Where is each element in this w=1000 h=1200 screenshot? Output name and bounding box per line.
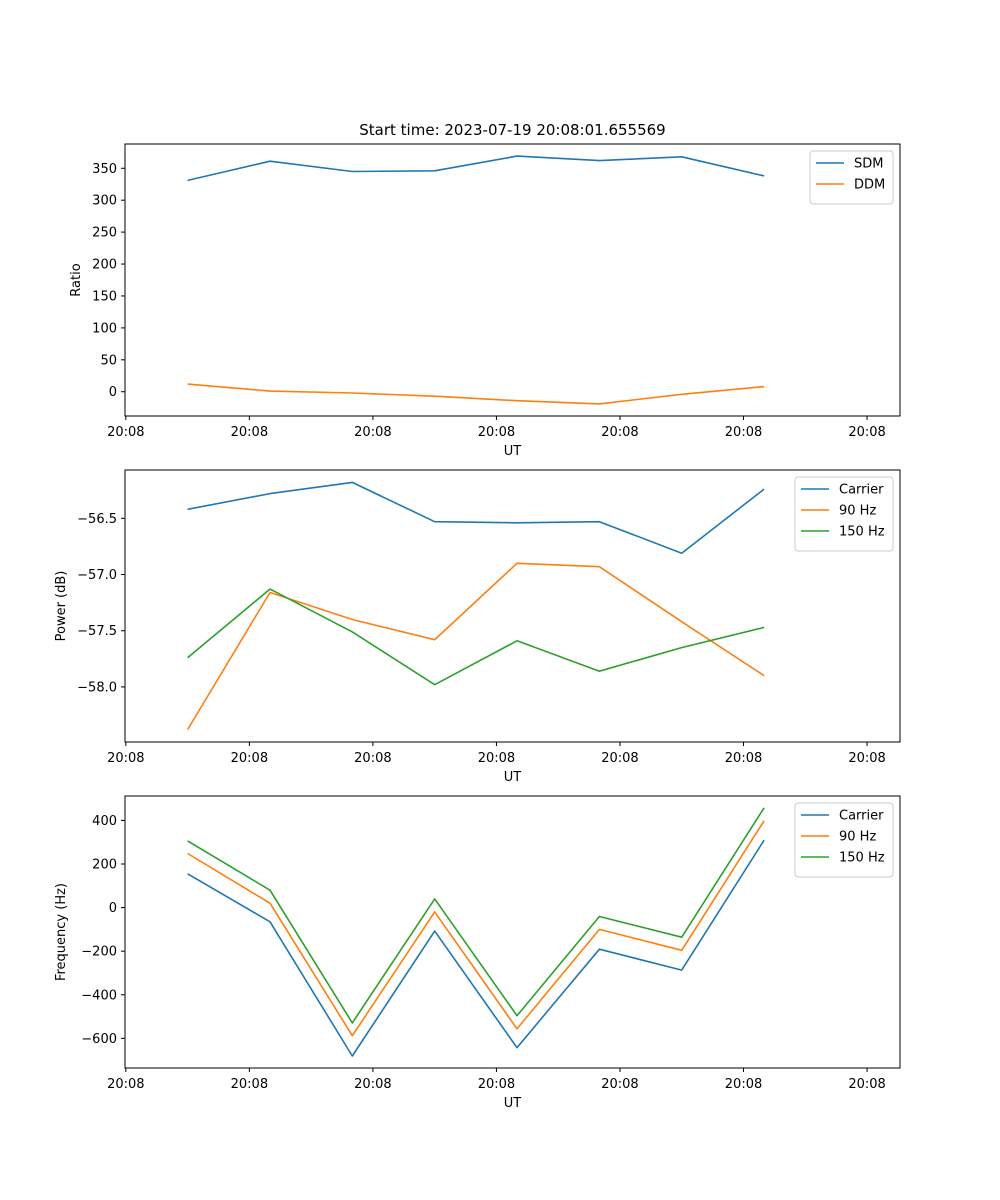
x-tick-label: 20:08 bbox=[601, 1077, 638, 1092]
chart-panel-1: Start time: 2023-07-19 20:08:01.655569 0 5… bbox=[69, 121, 901, 459]
x-tick-label: 20:08 bbox=[601, 751, 638, 766]
series-line-sdm bbox=[187, 155, 765, 182]
y-tick-label: 200 bbox=[92, 858, 117, 873]
x-tick-label: 20:08 bbox=[354, 425, 391, 440]
y-tick-label: 200 bbox=[92, 258, 117, 273]
x-tick-label: 20:08 bbox=[231, 425, 268, 440]
x-axis-label: UT bbox=[504, 770, 522, 785]
y-tick-label: 50 bbox=[100, 353, 117, 368]
x-tick-label: 20:08 bbox=[601, 425, 638, 440]
legend-label-150-hz: 150 Hz bbox=[839, 851, 885, 866]
x-tick-label: 20:08 bbox=[725, 751, 762, 766]
y-tick-label: −57.0 bbox=[77, 568, 117, 583]
y-tick-label: −400 bbox=[81, 988, 117, 1003]
y-axis-label: Frequency (Hz) bbox=[54, 883, 69, 981]
x-tick-label: 20:08 bbox=[848, 751, 885, 766]
y-tick-label: 250 bbox=[92, 226, 117, 241]
y-tick-label: 400 bbox=[92, 814, 117, 829]
legend-label-150-hz: 150 Hz bbox=[839, 525, 885, 540]
legend-label-90-hz: 90 Hz bbox=[839, 504, 876, 519]
series-line-150-hz bbox=[187, 807, 765, 1024]
chart-panel-3: −600 −400 −200 0 200 400 20:08 20:08 20:08 20:08 2… bbox=[54, 795, 901, 1111]
plot-frame bbox=[124, 143, 901, 417]
x-tick-label: 20:08 bbox=[848, 1077, 885, 1092]
legend: Carrier 90 Hz 150 Hz bbox=[794, 476, 894, 552]
legend-label-90-hz: 90 Hz bbox=[839, 830, 876, 845]
y-axis-label: Ratio bbox=[69, 263, 84, 296]
x-tick-label: 20:08 bbox=[354, 751, 391, 766]
x-tick-label: 20:08 bbox=[725, 1077, 762, 1092]
y-tick-label: −58.0 bbox=[77, 680, 117, 695]
y-tick-label: 300 bbox=[92, 194, 117, 209]
series-line-90-hz bbox=[186, 562, 765, 731]
legend-box bbox=[809, 150, 894, 205]
series-line-carrier bbox=[187, 481, 765, 555]
x-tick-label: 20:08 bbox=[231, 1077, 268, 1092]
legend: Carrier 90 Hz 150 Hz bbox=[794, 802, 894, 878]
y-tick-label: −200 bbox=[81, 945, 117, 960]
y-tick-label: −56.5 bbox=[77, 512, 117, 527]
series-line-ddm bbox=[187, 383, 765, 405]
chart-title: Start time: 2023-07-19 20:08:01.655569 bbox=[359, 121, 665, 139]
x-tick-label: 20:08 bbox=[354, 1077, 391, 1092]
y-tick-label: 100 bbox=[92, 321, 117, 336]
y-tick-label: 150 bbox=[92, 289, 117, 304]
plot-frame bbox=[124, 469, 901, 743]
x-tick-label: 20:08 bbox=[107, 425, 144, 440]
series-line-carrier bbox=[187, 839, 765, 1057]
x-tick-label: 20:08 bbox=[107, 1077, 144, 1092]
x-tick-label: 20:08 bbox=[107, 751, 144, 766]
series-line-150-hz bbox=[187, 588, 765, 686]
legend-label-carrier: Carrier bbox=[839, 483, 884, 498]
y-tick-label: 0 bbox=[109, 385, 117, 400]
x-tick-label: 20:08 bbox=[478, 751, 515, 766]
series-line-90-hz bbox=[187, 820, 765, 1037]
y-tick-label: 0 bbox=[109, 901, 117, 916]
x-tick-label: 20:08 bbox=[231, 751, 268, 766]
plot-frame bbox=[124, 795, 901, 1069]
x-tick-label: 20:08 bbox=[478, 1077, 515, 1092]
x-axis-label: UT bbox=[504, 444, 522, 459]
x-tick-label: 20:08 bbox=[478, 425, 515, 440]
y-tick-label: −57.5 bbox=[77, 624, 117, 639]
legend-label-ddm: DDM bbox=[854, 178, 885, 193]
x-tick-label: 20:08 bbox=[848, 425, 885, 440]
y-tick-label: 350 bbox=[92, 162, 117, 177]
legend-box bbox=[794, 802, 894, 878]
legend-label-sdm: SDM bbox=[854, 157, 883, 172]
legend-box bbox=[794, 476, 894, 552]
legend: SDM DDM bbox=[809, 150, 894, 205]
chart-panel-2: −58.0 −57.5 −57.0 −56.5 20:08 20:08 20:08 20:08… bbox=[54, 469, 901, 785]
legend-label-carrier: Carrier bbox=[839, 809, 884, 824]
x-tick-label: 20:08 bbox=[725, 425, 762, 440]
x-axis-label: UT bbox=[504, 1096, 522, 1111]
y-axis-label: Power (dB) bbox=[54, 571, 69, 642]
y-tick-label: −600 bbox=[81, 1032, 117, 1047]
